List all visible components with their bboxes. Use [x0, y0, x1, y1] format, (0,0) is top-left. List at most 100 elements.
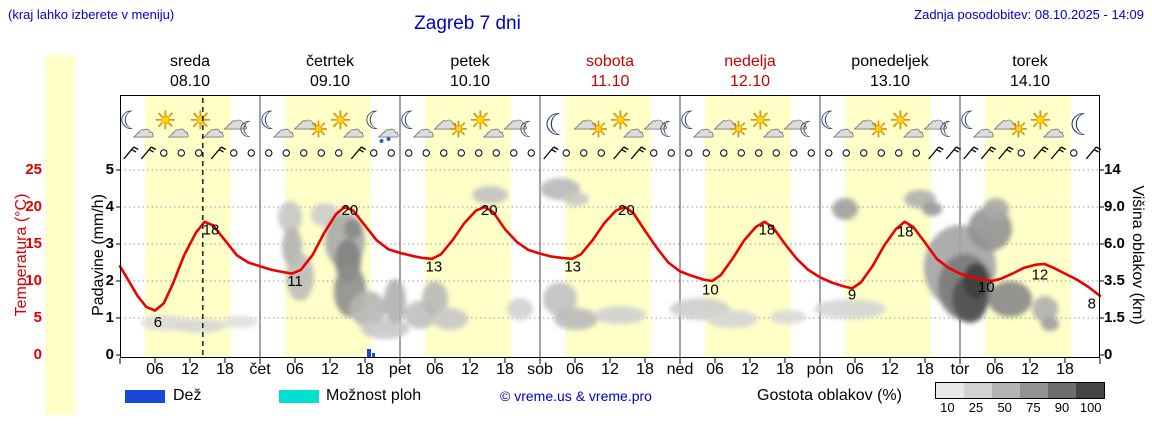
- moon-cloud-icon: ☾☁: [399, 106, 435, 143]
- calm-wind-icon: [580, 149, 588, 157]
- cloud-density-segment: [1076, 383, 1104, 398]
- rain-bars: [367, 349, 375, 358]
- precip-tick: 3: [105, 235, 114, 252]
- day-header-nedelja: nedelja 12.10: [680, 52, 820, 92]
- rain-legend-swatch: [125, 390, 165, 403]
- calm-wind-icon: [527, 149, 535, 157]
- svg-text:☾: ☾: [679, 106, 701, 135]
- svg-text:6: 6: [154, 314, 162, 331]
- hour-label: 18: [916, 361, 934, 378]
- svg-text:☁: ☁: [853, 106, 878, 135]
- svg-text:☁: ☁: [973, 118, 995, 143]
- cloud-density-value: 100: [1079, 400, 1102, 415]
- svg-text:☀: ☀: [1029, 106, 1051, 135]
- moon-cloud-icon: ☾☁: [119, 106, 155, 143]
- day-date: 09.10: [309, 73, 351, 90]
- svg-text:☁: ☁: [203, 118, 225, 143]
- calm-wind-icon: [370, 149, 378, 157]
- svg-text:10: 10: [978, 279, 995, 296]
- wind-barb-icon: [140, 146, 157, 160]
- cloud-density-value: 25: [968, 400, 984, 415]
- svg-text:☀: ☀: [609, 106, 631, 135]
- hour-label: 12: [741, 361, 759, 378]
- wind-barb-icon: [963, 146, 979, 160]
- cloud-sun-icon: ☁☀: [713, 106, 749, 144]
- calm-wind-icon: [230, 149, 238, 157]
- cloud-sun-icon: ☁☀: [573, 106, 609, 144]
- cloud-sun-icon: ☁☀: [293, 106, 329, 144]
- temperature-labels: 6 18 11 20 13 20 13 20 10 18 9 18 10 12 8: [154, 202, 1096, 331]
- svg-text:☁: ☁: [273, 118, 295, 143]
- moon-icon: ☾: [544, 108, 571, 143]
- day-date: 11.10: [590, 73, 630, 90]
- svg-text:☾: ☾: [364, 106, 386, 135]
- svg-text:☁: ☁: [343, 118, 365, 143]
- hour-label: 12: [1021, 361, 1039, 378]
- calm-wind-icon: [825, 149, 833, 157]
- wind-barb-icon: [1033, 146, 1049, 160]
- showers-legend-swatch: [279, 390, 319, 403]
- sun-cloud-icon: ☀☁: [1029, 106, 1065, 144]
- svg-text:☁: ☁: [763, 118, 785, 143]
- calm-wind-icon: [737, 149, 745, 157]
- location-hint: (kraj lahko izberete v meniju): [8, 7, 175, 22]
- temperature-tick: 25: [25, 161, 42, 178]
- cloud-height-tick: 3.5: [1104, 272, 1125, 289]
- temperature-tick: 15: [25, 235, 42, 252]
- svg-text:☀: ☀: [154, 106, 176, 135]
- hour-label: 06: [986, 361, 1004, 378]
- moon-cloud-icon: ☾☁: [959, 106, 995, 143]
- svg-text:☁: ☁: [223, 106, 248, 135]
- svg-text:☾: ☾: [659, 118, 679, 143]
- cloud-density-legend-label: Gostota oblakov (%): [757, 387, 902, 404]
- cloud-height-tick: 0: [1104, 346, 1113, 363]
- day-abbrev-label: ned: [666, 361, 694, 378]
- svg-text:☁: ☁: [923, 106, 948, 135]
- wind-barb-icon: [998, 146, 1014, 160]
- day-date: 12.10: [729, 73, 771, 90]
- calm-wind-icon: [160, 149, 168, 157]
- calm-wind-icon: [440, 149, 448, 157]
- calm-wind-icon: [650, 149, 658, 157]
- calm-wind-icon: [702, 149, 710, 157]
- cloud-sun-icon: ☁☀: [993, 106, 1029, 144]
- day-name: petek: [450, 53, 490, 70]
- wind-row: [123, 146, 1102, 160]
- sun-cloud-icon: ☀☁: [749, 106, 785, 144]
- wind-barb-icon: [945, 146, 962, 160]
- svg-text:☁: ☁: [993, 106, 1018, 135]
- calm-wind-icon: [387, 149, 395, 157]
- svg-text:☁: ☁: [833, 118, 855, 143]
- wind-barb-icon: [630, 146, 647, 160]
- sun-cloud-icon: ☀☁: [889, 106, 925, 144]
- credit-link[interactable]: © vreme.us & vreme.pro: [500, 388, 652, 404]
- svg-text:☁: ☁: [1043, 118, 1065, 143]
- wind-barb-icon: [980, 146, 997, 160]
- plot-area: 6 18 11 20 13 20 13 20 10 18 9 18 10 12 8 ☾ ☁ ☀ ☁ ☀ ☁ ☁ ☾ ☾ ☁ ☁ ☀ ☀…: [116, 95, 1104, 364]
- svg-text:10: 10: [702, 281, 719, 298]
- cloud-height-tick: 1.5: [1104, 309, 1125, 326]
- calm-wind-icon: [265, 149, 273, 157]
- calm-wind-icon: [457, 149, 465, 157]
- sun-cloud-icon: ☀☁: [189, 106, 225, 144]
- svg-text:☀: ☀: [449, 118, 469, 143]
- hour-label: 12: [181, 361, 199, 378]
- day-abbrev-label: pon: [806, 361, 834, 378]
- svg-text:☀: ☀: [749, 106, 771, 135]
- calm-wind-icon: [720, 149, 728, 157]
- precip-tick: 0: [105, 346, 114, 363]
- page-title: Zagreb 7 dni: [414, 13, 521, 34]
- raindrop-icon: [386, 137, 391, 141]
- day-abbrev-label: tor: [950, 361, 970, 378]
- svg-text:☁: ☁: [713, 106, 738, 135]
- temperature-tick: 0: [33, 346, 42, 363]
- precip-tick: 5: [105, 161, 114, 178]
- calm-wind-icon: [195, 149, 203, 157]
- svg-text:☁: ☁: [483, 118, 505, 143]
- cloud-density-segment: [992, 383, 1020, 398]
- hour-label: 06: [706, 361, 724, 378]
- moon-cloud-icon: ☾☁: [819, 106, 855, 143]
- day-date: 13.10: [869, 73, 911, 90]
